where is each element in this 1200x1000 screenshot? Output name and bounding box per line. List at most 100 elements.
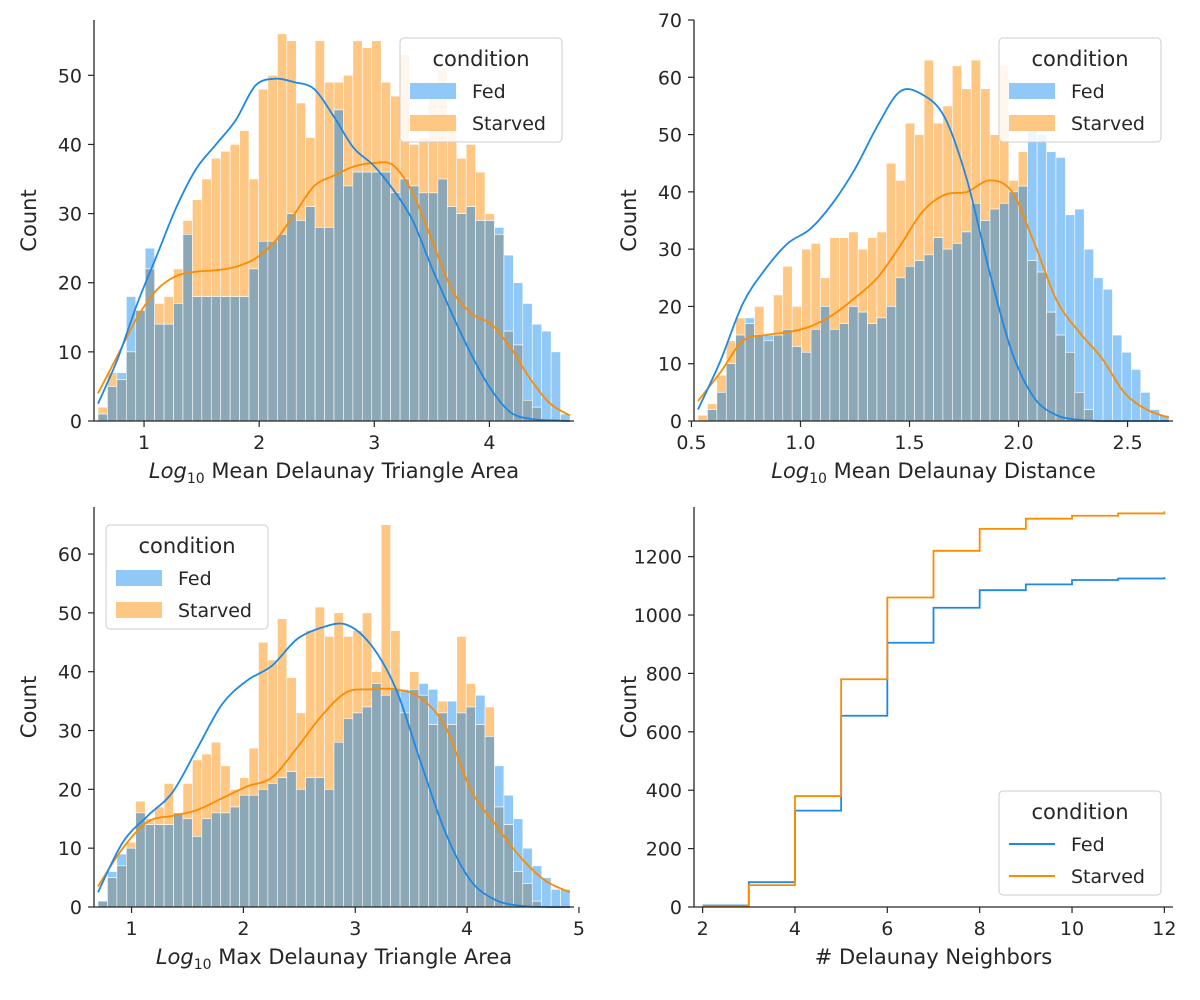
- bar-starved: [886, 162, 897, 307]
- legend-label-fed: Fed: [1071, 834, 1105, 856]
- bar-overlap: [801, 351, 812, 422]
- bar-overlap: [810, 329, 821, 422]
- bar-starved: [267, 75, 278, 242]
- bar-overlap: [380, 694, 391, 908]
- y-tick-label: 20: [58, 273, 82, 295]
- x-tick-label: 5: [573, 918, 585, 940]
- bar-starved: [456, 636, 467, 714]
- legend-swatch-fed: [1009, 83, 1055, 99]
- legend-label-starved: Starved: [1071, 113, 1145, 135]
- bar-overlap: [144, 268, 155, 422]
- y-tick-label: 800: [646, 663, 682, 685]
- bar-overlap: [163, 323, 174, 422]
- bar-overlap: [305, 206, 316, 422]
- bar-starved: [154, 806, 165, 825]
- bar-starved: [324, 636, 335, 790]
- bar-starved: [876, 231, 887, 319]
- bar-overlap: [182, 234, 193, 422]
- bar-starved: [942, 105, 953, 250]
- bar-overlap: [1065, 351, 1076, 422]
- bar-fed: [1027, 128, 1038, 261]
- bar-fed: [513, 818, 524, 873]
- legend-label-fed: Fed: [472, 81, 506, 103]
- legend-swatch-starved: [410, 115, 456, 131]
- bar-overlap: [371, 683, 382, 908]
- bar-starved: [220, 151, 231, 297]
- legend-title: condition: [1031, 800, 1128, 824]
- bar-overlap: [437, 712, 448, 908]
- bar-overlap: [97, 900, 108, 908]
- bar-fed: [1074, 208, 1085, 393]
- bar-overlap: [980, 220, 991, 422]
- y-tick-label: 70: [658, 10, 682, 32]
- bar-fed: [522, 303, 533, 401]
- y-tick-label: 400: [646, 780, 682, 802]
- bar-overlap: [277, 234, 288, 422]
- y-tick-label: 60: [58, 544, 82, 566]
- legend-title: condition: [1031, 47, 1128, 71]
- bar-fed: [475, 694, 486, 725]
- bar-overlap: [820, 306, 831, 422]
- bar-overlap: [914, 260, 925, 422]
- x-tick-label: 1: [126, 918, 138, 940]
- bar-starved: [135, 800, 146, 814]
- bar-overlap: [399, 178, 410, 422]
- bar-starved: [154, 303, 165, 325]
- bar-starved: [914, 134, 925, 261]
- bar-starved: [418, 137, 429, 194]
- bar-overlap: [286, 771, 297, 908]
- legend: condition Fed Starved: [399, 37, 563, 143]
- bar-overlap: [782, 329, 793, 422]
- y-tick-label: 20: [58, 779, 82, 801]
- bar-overlap: [838, 323, 850, 422]
- bar-overlap: [343, 185, 354, 422]
- bar-starved: [163, 783, 174, 825]
- bar-overlap: [333, 741, 344, 908]
- bar-starved: [248, 747, 259, 796]
- y-tick-label: 50: [658, 125, 682, 147]
- bar-starved: [380, 81, 391, 173]
- bar-overlap: [867, 323, 878, 422]
- bar-overlap: [239, 794, 250, 908]
- bar-overlap: [763, 340, 774, 422]
- legend: condition Fed Starved: [998, 790, 1162, 896]
- bar-starved: [286, 677, 297, 773]
- bar-starved: [735, 317, 746, 336]
- bar-overlap: [409, 689, 420, 908]
- bar-overlap: [961, 231, 972, 422]
- legend-label-fed: Fed: [1071, 81, 1105, 103]
- kde-line-fed: [97, 687, 571, 894]
- bar-starved: [475, 171, 486, 221]
- bar-overlap: [923, 254, 934, 422]
- bar-overlap: [163, 824, 174, 908]
- kde-line-fed: [697, 179, 1170, 419]
- bar-fed: [1065, 214, 1076, 353]
- bar-overlap: [154, 323, 165, 422]
- bar-starved: [229, 144, 240, 297]
- chart-panel-2: 0.5 1.0 1.5 2.0 2.5 0 10 20 30 40 50 60 70 Count Log10…: [617, 10, 1173, 487]
- bar-overlap: [277, 777, 288, 908]
- bar-overlap: [305, 777, 316, 908]
- bar-overlap: [952, 243, 963, 422]
- bar-overlap: [418, 694, 429, 908]
- bar-overlap: [116, 865, 127, 908]
- bar-overlap: [380, 171, 391, 422]
- bar-starved: [248, 178, 259, 270]
- x-tick-label: 1: [138, 432, 150, 454]
- y-axis-label: Count: [617, 189, 641, 251]
- bar-overlap: [210, 812, 222, 908]
- bar-overlap: [933, 237, 944, 422]
- bar-starved: [333, 612, 344, 743]
- legend-label-starved: Starved: [178, 600, 252, 622]
- bar-overlap: [248, 794, 259, 908]
- bar-overlap: [229, 806, 240, 908]
- bar-starved: [192, 759, 203, 837]
- bar-overlap: [182, 818, 193, 908]
- bar-starved: [409, 144, 420, 187]
- bar-starved: [201, 178, 212, 297]
- bar-overlap: [324, 227, 335, 422]
- bar-starved: [258, 88, 269, 242]
- bar-starved: [286, 40, 297, 214]
- legend-swatch-fed: [410, 83, 456, 99]
